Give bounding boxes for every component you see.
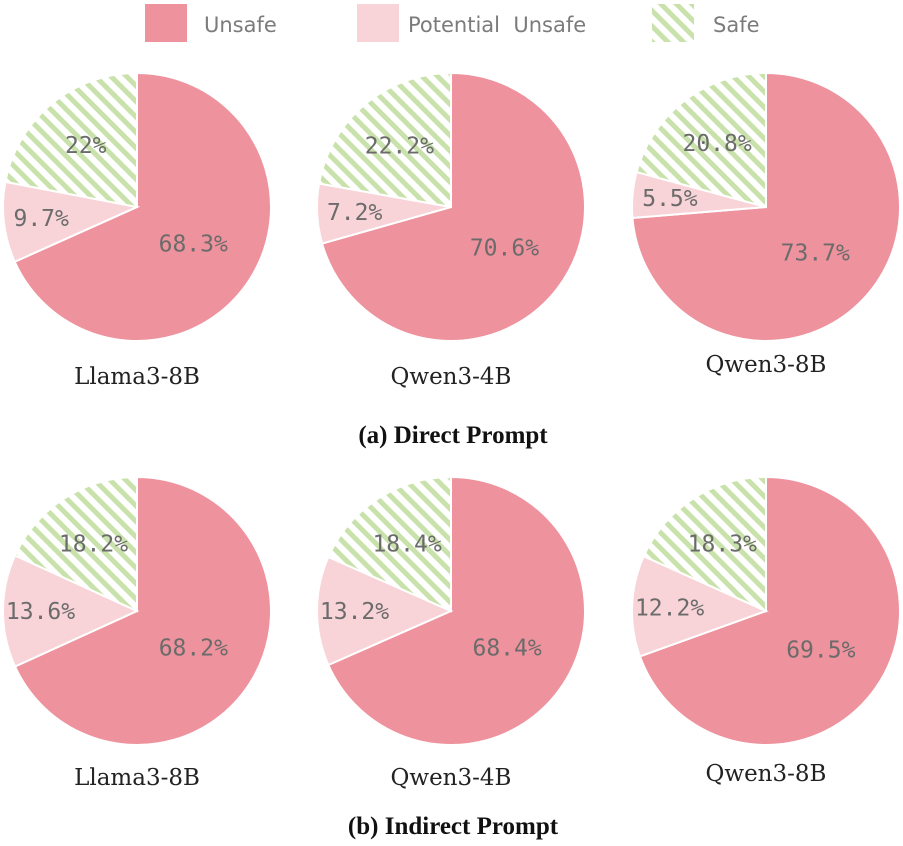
data-label-safe: 20.8% bbox=[682, 131, 751, 157]
data-label-unsafe: 73.7% bbox=[781, 240, 850, 266]
data-label-potential-unsafe: 9.7% bbox=[13, 206, 69, 232]
pie-indirect-llama3-8b: 68.2% 13.6% 18.2% Llama3-8B bbox=[2, 475, 272, 791]
pie-slice-unsafe bbox=[13, 475, 272, 746]
pie-slice-unsafe bbox=[320, 71, 586, 342]
pie-title: Llama3-8B bbox=[74, 364, 200, 390]
data-label-potential-unsafe: 13.2% bbox=[320, 599, 389, 625]
legend-label-unsafe: Unsafe bbox=[204, 13, 277, 37]
pie-slice-potential-unsafe bbox=[631, 554, 769, 658]
pie-slice-unsafe bbox=[327, 475, 586, 746]
pie-slice-potential-unsafe bbox=[316, 555, 454, 667]
pie-title: Qwen3-8B bbox=[706, 761, 827, 787]
pie-title: Qwen3-8B bbox=[706, 352, 827, 378]
pie-slice-potential-unsafe bbox=[2, 554, 140, 668]
pie-title: Llama3-8B bbox=[74, 765, 200, 791]
caption-indirect-prompt: (b) Indirect Prompt bbox=[348, 813, 559, 840]
data-label-unsafe: 69.5% bbox=[786, 638, 855, 664]
legend: Unsafe Potential Unsafe Safe bbox=[145, 4, 760, 42]
data-label-potential-unsafe: 5.5% bbox=[642, 186, 698, 212]
pie-slice-potential-unsafe bbox=[2, 180, 141, 264]
data-label-safe: 18.3% bbox=[688, 532, 757, 558]
data-label-safe: 22% bbox=[65, 133, 107, 159]
pie-charts: 68.3% 9.7% 22% Llama3-8B 70.6% 7.2% 22.2% Qwen3… bbox=[2, 71, 901, 791]
pie-slice-safe bbox=[4, 71, 138, 209]
legend-swatch-safe bbox=[652, 4, 694, 42]
data-label-unsafe: 70.6% bbox=[470, 235, 539, 261]
pie-slice-safe bbox=[317, 71, 452, 209]
data-label-potential-unsafe: 12.2% bbox=[635, 595, 704, 621]
legend-swatch-unsafe bbox=[145, 4, 187, 42]
data-label-potential-unsafe: 13.6% bbox=[6, 599, 75, 625]
legend-label-potential-unsafe: Potential Unsafe bbox=[408, 13, 586, 37]
legend-label-safe: Safe bbox=[713, 13, 760, 37]
pie-direct-llama3-8b: 68.3% 9.7% 22% Llama3-8B bbox=[2, 71, 272, 390]
pie-slice-safe bbox=[642, 475, 767, 613]
data-label-potential-unsafe: 7.2% bbox=[327, 200, 383, 226]
pie-direct-qwen3-4b: 70.6% 7.2% 22.2% Qwen3-4B bbox=[316, 71, 586, 390]
pie-slice-unsafe bbox=[13, 71, 272, 342]
pie-title: Qwen3-4B bbox=[391, 765, 512, 791]
pie-slice-safe bbox=[13, 475, 138, 613]
data-label-safe: 18.4% bbox=[372, 532, 441, 558]
pie-slice-unsafe bbox=[638, 475, 901, 746]
data-label-unsafe: 68.3% bbox=[159, 231, 228, 257]
pie-slice-safe bbox=[327, 475, 452, 613]
data-label-safe: 18.2% bbox=[59, 531, 128, 557]
pie-indirect-qwen3-4b: 68.4% 13.2% 18.4% Qwen3-4B bbox=[316, 475, 586, 791]
caption-direct-prompt: (a) Direct Prompt bbox=[358, 422, 548, 449]
data-label-unsafe: 68.2% bbox=[159, 635, 228, 661]
data-label-unsafe: 68.4% bbox=[472, 636, 541, 662]
legend-swatch-potential-unsafe bbox=[357, 4, 399, 42]
pie-slice-safe bbox=[635, 71, 767, 209]
pie-direct-qwen3-8b: 73.7% 5.5% 20.8% Qwen3-8B bbox=[631, 71, 901, 378]
data-label-safe: 22.2% bbox=[365, 133, 434, 159]
pie-title: Qwen3-4B bbox=[391, 364, 512, 390]
pie-indirect-qwen3-8b: 69.5% 12.2% 18.3% Qwen3-8B bbox=[631, 475, 901, 787]
